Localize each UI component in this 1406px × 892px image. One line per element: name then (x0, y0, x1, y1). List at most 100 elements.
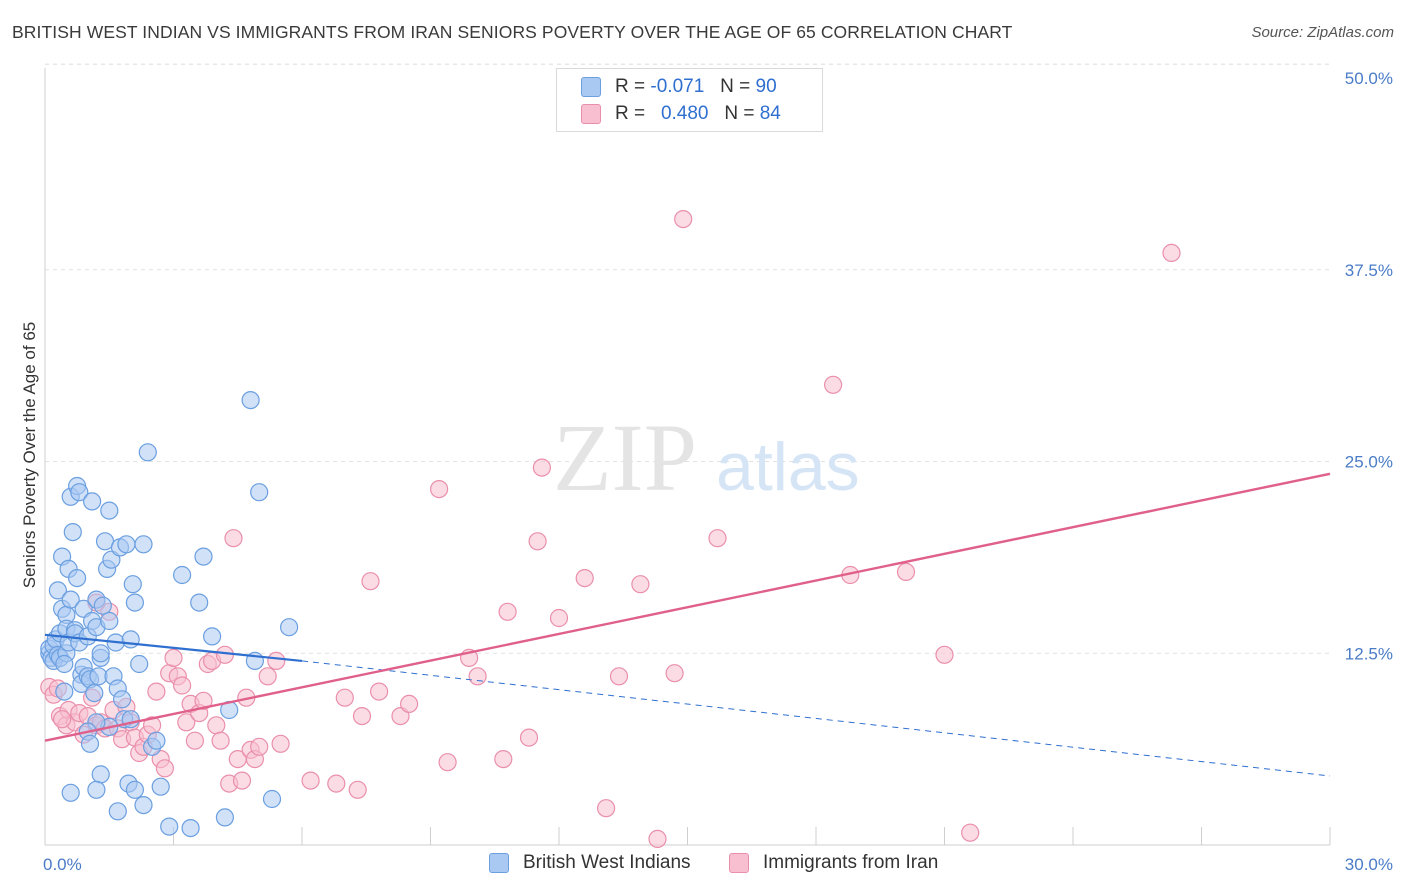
data-point (250, 737, 269, 756)
data-point (190, 593, 209, 612)
data-point (519, 728, 539, 747)
data-point (823, 375, 843, 394)
data-point (112, 690, 132, 709)
correlation-legend: R = -0.071 N = 90 R = 0.480 N = 84 (556, 68, 823, 132)
legend-n-value: 84 (759, 103, 781, 124)
y-axis-label: Seniors Poverty Over the Age of 65 (20, 322, 39, 588)
data-point (224, 529, 243, 548)
legend-r-value: -0.071 (650, 76, 705, 97)
data-point (80, 734, 100, 753)
data-point (155, 759, 174, 778)
data-point (203, 627, 222, 646)
data-point (138, 443, 157, 462)
legend-r-label: R = (615, 76, 646, 97)
data-point (52, 710, 72, 729)
data-point (121, 630, 140, 649)
data-point (708, 529, 727, 548)
data-point (301, 771, 320, 790)
data-point (147, 682, 166, 701)
data-point (91, 644, 110, 663)
data-point (87, 780, 106, 799)
data-point (549, 608, 569, 628)
data-point (258, 667, 277, 686)
trend-line-bwi (44, 633, 303, 663)
data-point (596, 799, 616, 818)
trend-line-iran (44, 472, 1331, 742)
data-point (648, 829, 667, 849)
data-point (55, 682, 74, 701)
data-point (348, 780, 367, 799)
data-point (61, 783, 80, 802)
x-tick-label: 0.0% (43, 855, 82, 874)
legend-n-label: N = (720, 76, 751, 97)
legend-n-value: 90 (755, 76, 777, 97)
legend-swatch-blue (489, 853, 509, 873)
data-point (48, 581, 68, 600)
y-tick-label: 50.0% (1345, 69, 1393, 88)
data-point (327, 774, 346, 793)
legend-swatch-blue (581, 77, 601, 97)
data-point (575, 568, 594, 588)
data-point (370, 682, 389, 701)
trend-lines (44, 472, 1331, 777)
data-point (609, 667, 629, 686)
data-point (173, 565, 192, 585)
legend-r-label: R = (615, 103, 646, 124)
data-point (250, 483, 269, 502)
data-point (102, 550, 121, 569)
data-point (125, 780, 144, 799)
y-tick-label: 25.0% (1345, 453, 1393, 472)
data-point (164, 648, 183, 668)
x-tick-label: 30.0% (1345, 855, 1393, 874)
data-point (215, 808, 234, 827)
data-point (232, 771, 252, 790)
data-point (674, 210, 693, 229)
trend-line-bwi-extension (301, 660, 1331, 777)
data-point (494, 749, 513, 769)
data-point (438, 753, 457, 772)
data-point (400, 694, 419, 714)
data-point (134, 535, 153, 554)
data-point (181, 818, 200, 838)
data-point (70, 483, 89, 502)
data-point (147, 731, 166, 750)
y-tick-label: 37.5% (1345, 261, 1393, 280)
legend-swatch-pink (581, 104, 601, 124)
data-point (108, 802, 127, 821)
legend-row-bwi: R = -0.071 N = 90 (581, 74, 777, 100)
axes (44, 68, 1331, 846)
data-point (61, 590, 80, 609)
legend-n-label: N = (724, 103, 755, 124)
data-point (267, 651, 286, 671)
watermark-zip: ZIP (553, 404, 697, 511)
legend-label-bwi: British West Indians (523, 852, 691, 873)
data-point (91, 765, 110, 784)
data-point (335, 688, 354, 707)
data-point (262, 789, 282, 809)
data-point (1162, 243, 1181, 262)
legend-item-bwi: British West Indians (489, 852, 691, 874)
series-legend: British West Indians Immigrants from Ira… (0, 852, 1406, 878)
data-point (93, 596, 112, 615)
tick-labels: 12.5% 25.0% 37.5% 50.0% 0.0% 30.0% (43, 69, 1393, 874)
data-point (896, 562, 916, 582)
data-point (352, 706, 372, 726)
data-point (117, 535, 136, 554)
data-point (532, 458, 552, 477)
data-point (280, 618, 299, 637)
watermark-atlas: atlas (716, 429, 860, 505)
legend-swatch-pink (729, 853, 749, 873)
data-point (82, 492, 102, 511)
data-point (160, 817, 179, 836)
data-point (361, 572, 380, 591)
grid-lines (45, 63, 1330, 654)
data-point (207, 716, 226, 735)
data-point (665, 664, 684, 683)
data-point (528, 532, 547, 551)
data-point (100, 501, 119, 520)
data-point (631, 575, 650, 594)
data-point (134, 795, 153, 815)
data-point (194, 547, 213, 566)
series-iran-points (40, 210, 1181, 849)
data-point (430, 480, 449, 499)
